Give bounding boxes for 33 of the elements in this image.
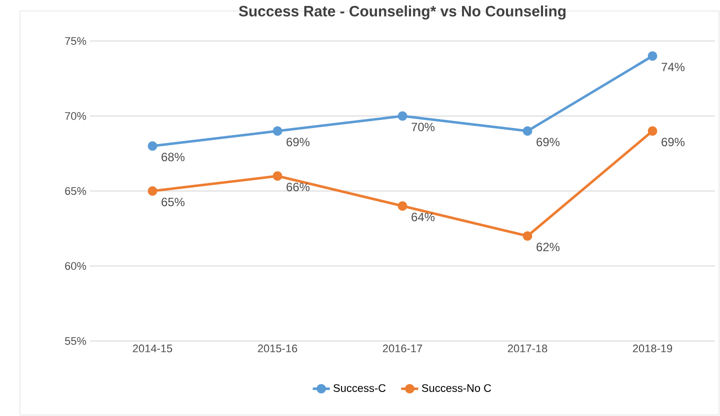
point (522, 126, 532, 136)
point (148, 186, 158, 196)
chart-title: Success Rate - Counseling* vs No Counseling (238, 6, 566, 20)
point (398, 111, 408, 121)
y-tick-label: 55% (64, 337, 86, 345)
x-tick-label: 2016-17 (382, 344, 422, 352)
y-tick-label: 60% (65, 262, 86, 270)
data-label: 69% (286, 138, 310, 146)
legend-label: Success-No C (422, 384, 492, 392)
point (398, 201, 408, 211)
legend-label: Success-C (334, 384, 386, 392)
data-label: 64% (412, 212, 435, 222)
point (272, 171, 282, 181)
data-label: 69% (662, 138, 685, 146)
data-label: 68% (162, 152, 185, 162)
x-tick-label: 2015-16 (258, 344, 298, 352)
x-tick-label: 2014-15 (132, 344, 172, 352)
data-label: 62% (536, 242, 560, 252)
point (148, 141, 158, 151)
y-tick-label: 75% (65, 37, 86, 45)
point (648, 126, 658, 136)
point (522, 231, 532, 241)
x-tick-label: 2017-18 (508, 344, 548, 352)
point (272, 126, 282, 136)
data-label: 70% (412, 122, 435, 132)
data-label: 69% (536, 138, 560, 146)
data-label: 74% (662, 62, 685, 72)
data-label: 65% (162, 198, 185, 206)
y-tick-label: 65% (65, 187, 86, 195)
point (648, 51, 658, 61)
x-tick-label: 2018-19 (632, 344, 672, 352)
data-label: 66% (286, 182, 310, 192)
y-tick-label: 70% (65, 112, 86, 120)
